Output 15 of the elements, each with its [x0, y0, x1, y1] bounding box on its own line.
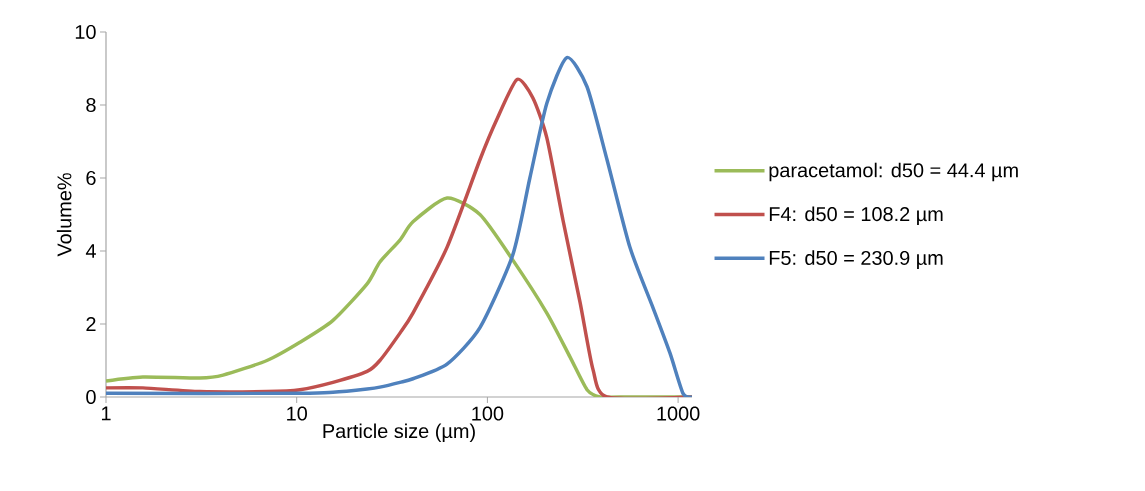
x-tick-label: 1000 [657, 406, 700, 421]
x-tick-label: 100 [472, 406, 504, 421]
y-axis-title: Volume% [56, 173, 72, 257]
y-tick-label: 2 [86, 317, 96, 331]
legend-label: F4: d50 = 108.2 µm [769, 206, 943, 226]
x-tick-label: 1 [101, 406, 111, 421]
y-tick-label: 8 [86, 97, 96, 113]
x-axis-title: Particle size (µm) [323, 423, 475, 443]
y-tick-label: 6 [86, 170, 96, 186]
y-tick-label: 10 [75, 24, 96, 40]
x-tick-label: 10 [287, 406, 307, 421]
y-tick-label: 0 [86, 389, 96, 405]
legend-label: paracetamol: d50 = 44.4 µm [769, 162, 1018, 182]
legend-label: F5: d50 = 230.9 µm [769, 250, 943, 269]
y-tick-label: 4 [85, 244, 96, 258]
